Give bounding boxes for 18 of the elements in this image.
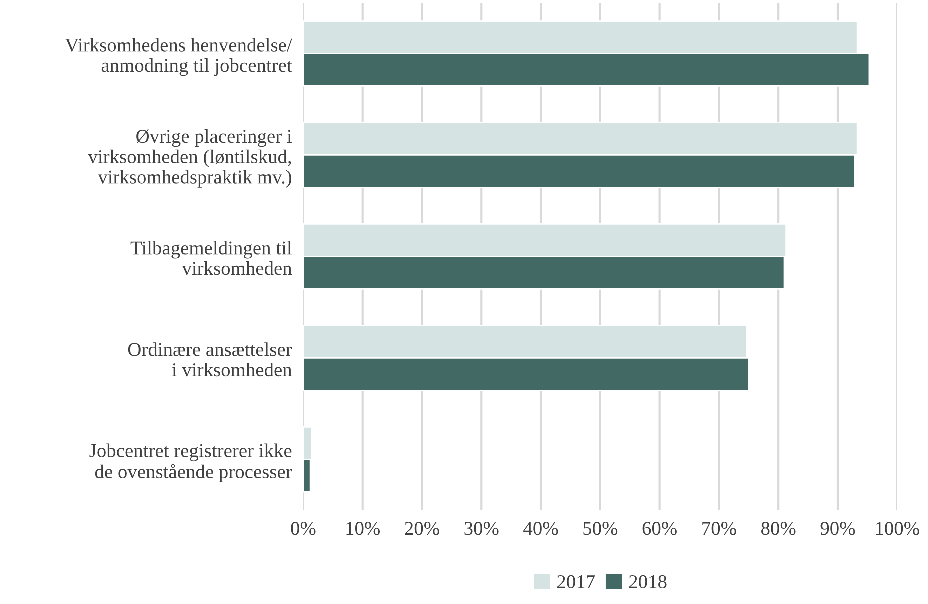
x-tick-label: 40% [524, 522, 558, 536]
y-tick-label: Øvrige placeringer i virksomheden (løntilskud, virksomhedspraktik mv.) [88, 129, 292, 188]
x-tick-label: 0% [291, 522, 316, 536]
y-tick-label: Tilbagemeldingen til virksomheden [130, 241, 292, 276]
x-tick-label: 20% [405, 522, 440, 536]
y-tick-label: Virksomhedens henvendelse/ anmodning til jobcentret [65, 38, 292, 76]
x-tick-label: 80% [762, 522, 796, 536]
x-tick-label: 60% [642, 522, 677, 536]
x-tick-label: 30% [464, 522, 499, 536]
x-tick-label: 10% [346, 522, 380, 536]
x-tick-label: 50% [584, 522, 618, 536]
x-tick-label: 90% [820, 522, 856, 536]
x-tick-label: 100% [876, 522, 920, 536]
legend-label: 2017 [558, 575, 595, 589]
y-tick-label: Jobcentret registrerer ikke de ovenstående processer [90, 444, 292, 482]
x-tick-label: 70% [702, 522, 736, 536]
legend-label: 2018 [629, 575, 667, 589]
y-tick-label: Ordinære ansættelser i virksomheden [128, 342, 292, 377]
